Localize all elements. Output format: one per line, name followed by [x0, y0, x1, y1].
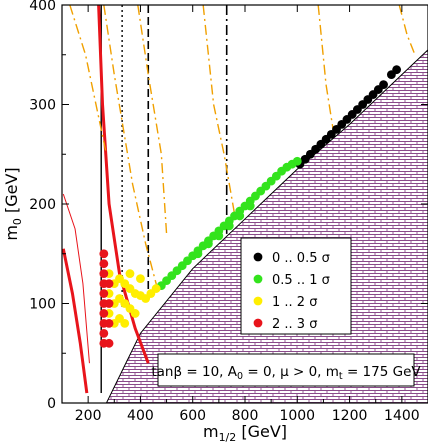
legend-marker-0 — [253, 252, 263, 262]
annotation-box — [157, 353, 415, 387]
point-yellow-21 — [125, 269, 135, 279]
y-tick-label-400: 400 — [29, 0, 56, 14]
point-red-0 — [99, 249, 109, 259]
legend-label-0: 0 .. 0.5 σ — [272, 251, 330, 266]
curve-orange-dashdot-4 — [202, 5, 236, 215]
y-tick-label-200: 200 — [29, 197, 56, 213]
x-tick-label-200: 200 — [75, 408, 102, 424]
point-black-18 — [392, 65, 402, 75]
point-red-6 — [99, 309, 109, 318]
curve-orange-dashdot-3 — [137, 5, 168, 234]
point-green-26 — [292, 156, 302, 166]
curve-orange-dashdot-6 — [398, 5, 416, 56]
x-tick-label-800: 800 — [232, 408, 259, 424]
annotation-part-2: = 0, μ > 0, m — [243, 364, 339, 380]
y-tick-label-100: 100 — [29, 297, 56, 313]
point-red-8 — [99, 328, 109, 338]
annotation-text: tanβ = 10, A0 = 0, μ > 0, mt = 175 GeV — [151, 364, 421, 382]
point-red-11 — [104, 299, 114, 308]
annotation-sub-1: 0 — [237, 371, 243, 382]
curve-red-thick-2 — [62, 248, 89, 394]
point-green-27 — [193, 249, 203, 259]
point-red-13 — [104, 338, 114, 348]
legend-marker-2 — [253, 296, 263, 306]
point-green-31 — [235, 211, 245, 221]
annotation-part-3: = 175 GeV — [343, 364, 422, 380]
y-tick-label-300: 300 — [29, 98, 56, 114]
curve-orange-dashdot-2 — [103, 5, 160, 294]
point-red-12 — [104, 319, 114, 328]
x-tick-label-1400: 1400 — [384, 408, 420, 424]
x-axis-label-unit: [GeV] — [236, 422, 287, 441]
x-tick-label-600: 600 — [179, 408, 206, 424]
point-yellow-15 — [130, 309, 140, 318]
curve-orange-dashdot-1 — [69, 5, 108, 155]
y-axis-label-unit: [GeV] — [2, 167, 21, 218]
point-red-2 — [99, 269, 109, 279]
plot-area — [62, 5, 428, 403]
point-yellow-19 — [151, 284, 161, 293]
point-green-29 — [214, 231, 224, 241]
annotation-sub-2: t — [339, 371, 343, 382]
point-green-28 — [204, 239, 213, 249]
legend-label-1: 0.5 .. 1 σ — [272, 273, 330, 288]
point-black-16 — [379, 80, 388, 89]
legend-label-2: 1 .. 2 σ — [272, 295, 317, 310]
x-tick-label-1200: 1200 — [332, 408, 368, 424]
y-axis-label-main: m — [2, 225, 21, 241]
point-green-30 — [224, 221, 234, 231]
point-yellow-20 — [136, 274, 145, 284]
legend: 0 .. 0.5 σ 0.5 .. 1 σ 1 .. 2 σ 2 .. 3 σ — [240, 237, 352, 335]
annotation-part-1: tanβ = 10, A — [151, 364, 237, 380]
curve-red-thin — [62, 193, 90, 364]
point-red-10 — [104, 279, 114, 288]
y-axis-label: m0 [GeV] — [2, 167, 24, 240]
point-red-1 — [99, 259, 109, 269]
annotation: tanβ = 10, A0 = 0, μ > 0, mt = 175 GeV — [151, 353, 421, 387]
y-tick-label-0: 0 — [47, 396, 56, 412]
point-red-4 — [99, 289, 109, 298]
excluded-region — [105, 49, 428, 403]
legend-label-3: 2 .. 3 σ — [272, 317, 317, 332]
x-tick-label-1000: 1000 — [279, 408, 315, 424]
point-green-32 — [245, 201, 255, 211]
x-tick-label-400: 400 — [127, 408, 154, 424]
x-axis-label-sub: 1/2 — [219, 431, 237, 443]
legend-marker-3 — [253, 318, 263, 328]
point-yellow-11 — [120, 319, 130, 328]
curve-orange-dashdot-5 — [317, 5, 335, 135]
y-axis-label-sub: 0 — [11, 218, 24, 225]
axes: 200 400 600 800 1000 1200 1400 0 100 200 300 400 — [29, 0, 428, 424]
x-axis-label: m1/2 [GeV] — [203, 422, 287, 443]
curve-red-thick-1 — [97, 5, 150, 364]
x-axis-label-main: m — [203, 422, 219, 441]
legend-marker-1 — [253, 274, 263, 284]
